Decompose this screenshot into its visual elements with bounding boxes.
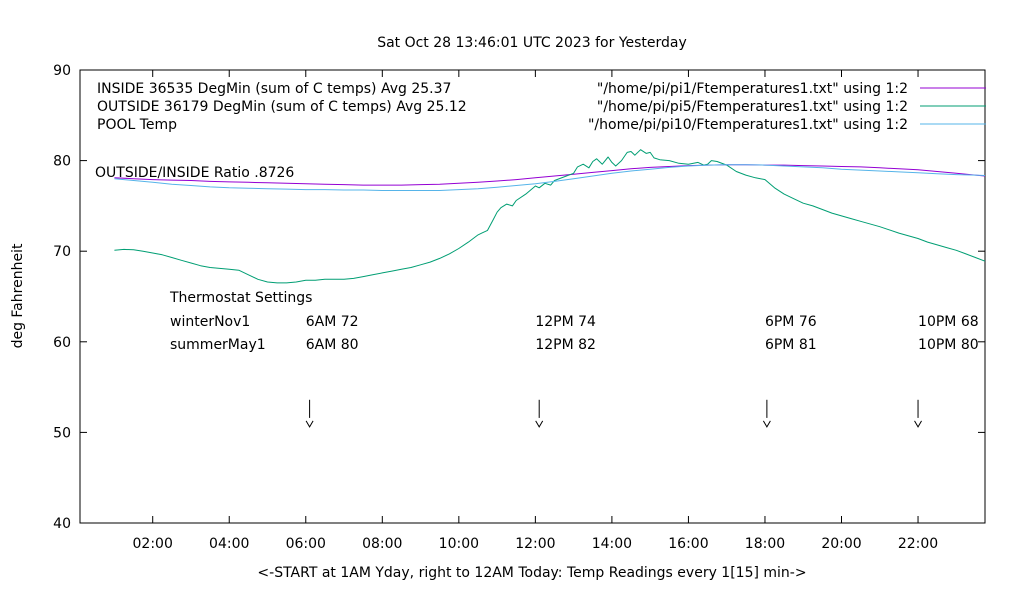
series-line-outside — [114, 149, 986, 284]
y-tick-label: 90 — [53, 63, 71, 79]
x-tick-label: 02:00 — [133, 536, 173, 552]
y-tick-label: 50 — [53, 425, 71, 441]
arrow-head — [762, 420, 771, 428]
chart-title: Sat Oct 28 13:46:01 UTC 2023 for Yesterd… — [377, 35, 687, 51]
thermostat-setting: 6AM 72 — [306, 314, 359, 330]
x-tick-label: 14:00 — [592, 536, 632, 552]
x-tick-label: 04:00 — [209, 536, 249, 552]
thermostat-setting: 10PM 68 — [918, 314, 979, 330]
plot-annotations: winterNov1 6AM 72 12PM 74 6PM 76 10PM 68 summ… — [170, 314, 979, 428]
x-tick-label: 06:00 — [286, 536, 326, 552]
thermostat-row-label: summerMay1 — [170, 337, 266, 353]
x-tick-label: 08:00 — [362, 536, 402, 552]
arrow-head — [535, 420, 544, 428]
y-tick-label: 80 — [53, 154, 71, 170]
x-tick-label: 16:00 — [668, 536, 708, 552]
plot-border — [79, 69, 986, 524]
plot-series — [114, 149, 986, 284]
thermostat-setting: 10PM 80 — [918, 337, 979, 353]
y-tick-label: 40 — [53, 516, 71, 532]
series-line-inside — [114, 164, 986, 186]
series-line-pool-temp — [114, 164, 986, 191]
arrow-head — [305, 420, 314, 428]
thermostat-setting: 12PM 74 — [535, 314, 596, 330]
x-axis-label: <-START at 1AM Yday, right to 12AM Today… — [257, 565, 806, 581]
legend-file-caption: "/home/pi/pi1/Ftemperatures1.txt" using … — [597, 81, 908, 97]
thermostat-setting: 12PM 82 — [535, 337, 596, 353]
legend-file-caption: "/home/pi/pi5/Ftemperatures1.txt" using … — [597, 99, 908, 115]
x-tick-label: 12:00 — [515, 536, 555, 552]
plot-frame: 02:00 04:00 06:00 08:00 10:00 12:00 14:00 16:00… — [53, 63, 986, 552]
legend-caption: INSIDE 36535 DegMin (sum of C temps) Avg… — [97, 81, 451, 97]
legend-caption: OUTSIDE 36179 DegMin (sum of C temps) Av… — [97, 99, 467, 115]
legend-caption: POOL Temp — [97, 117, 177, 133]
outside-inside-ratio-label: OUTSIDE/INSIDE Ratio .8726 — [95, 165, 294, 181]
y-axis-label: deg Fahrenheit — [10, 243, 26, 348]
x-tick-label: 22:00 — [898, 536, 938, 552]
thermostat-setting: 6PM 76 — [765, 314, 817, 330]
x-tick-label: 20:00 — [821, 536, 861, 552]
thermostat-row-label: winterNov1 — [170, 314, 250, 330]
legend-file-caption: "/home/pi/pi10/Ftemperatures1.txt" using… — [588, 117, 908, 133]
x-tick-label: 10:00 — [439, 536, 479, 552]
arrow-head — [914, 420, 922, 428]
plot-legend: INSIDE 36535 DegMin (sum of C temps) Avg… — [97, 81, 986, 133]
x-tick-label: 18:00 — [745, 536, 785, 552]
y-tick-label: 60 — [53, 335, 71, 351]
y-tick-label: 70 — [53, 244, 71, 260]
thermostat-settings-heading: Thermostat Settings — [169, 290, 312, 306]
thermostat-setting: 6PM 81 — [765, 337, 817, 353]
thermostat-setting: 6AM 80 — [306, 337, 359, 353]
